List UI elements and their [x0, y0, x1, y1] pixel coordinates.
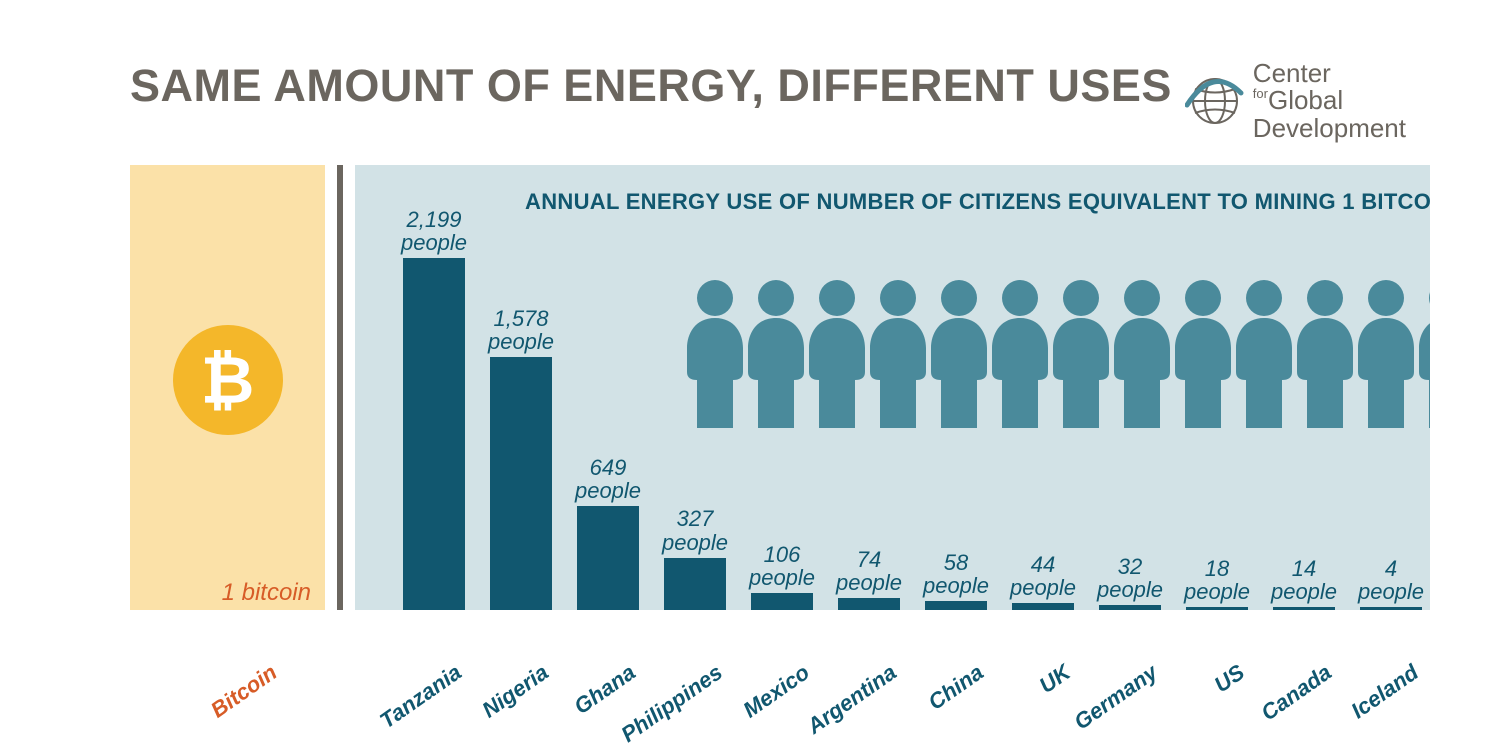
bar [1360, 607, 1422, 610]
bar-argentina: 74people [838, 548, 900, 610]
cgd-logo: Center forGlobal Development [1185, 60, 1406, 142]
bitcoin-icon: ₿ [173, 325, 283, 435]
bar [838, 598, 900, 610]
page-title: SAME AMOUNT OF ENERGY, DIFFERENT USES [130, 60, 1172, 112]
bar [664, 558, 726, 610]
globe-icon [1185, 71, 1245, 131]
bar [925, 601, 987, 610]
bar [403, 258, 465, 610]
header: SAME AMOUNT OF ENERGY, DIFFERENT USES Ce… [0, 0, 1496, 162]
panel-divider [337, 165, 343, 610]
logo-line1: Center [1253, 60, 1406, 87]
x-label-mexico: Mexico [738, 659, 814, 723]
bar-china: 58people [925, 551, 987, 610]
bar-uk: 44people [1012, 553, 1074, 610]
bar-value-label: 58people [923, 551, 989, 597]
x-axis-labels: BitcoinTanzaniaNigeriaGhanaPhilippinesMe… [130, 622, 1430, 712]
bar-value-label: 327people [662, 507, 728, 553]
chart-area: ₿ 1 bitcoin ANNUAL ENERGY USE OF NUMBER … [130, 165, 1430, 610]
bar-philippines: 327people [664, 507, 726, 610]
x-label-bitcoin: Bitcoin [206, 659, 282, 723]
bar-value-label: 18people [1184, 557, 1250, 603]
bar-value-label: 2,199people [401, 208, 467, 254]
bar-value-label: 32people [1097, 555, 1163, 601]
logo-text: Center forGlobal Development [1253, 60, 1406, 142]
x-label-ghana: Ghana [569, 659, 640, 720]
x-label-china: China [923, 659, 988, 715]
bar-iceland: 4people [1360, 557, 1422, 610]
bar-germany: 32people [1099, 555, 1161, 610]
bar-value-label: 14people [1271, 557, 1337, 603]
bars-container: 2,199people 1,578people 649people 327people… [403, 208, 1422, 610]
bitcoin-panel: ₿ 1 bitcoin [130, 165, 325, 610]
x-label-uk: UK [1035, 659, 1076, 699]
bar-value-label: 74people [836, 548, 902, 594]
x-label-nigeria: Nigeria [477, 659, 553, 723]
bar [751, 593, 813, 610]
x-label-us: US [1210, 659, 1250, 698]
bar [1012, 603, 1074, 610]
bar-tanzania: 2,199people [403, 208, 465, 610]
logo-line2: forGlobal [1253, 87, 1406, 114]
x-label-tanzania: Tanzania [375, 659, 466, 734]
bar [577, 506, 639, 610]
bar-ghana: 649people [577, 456, 639, 610]
main-panel: ANNUAL ENERGY USE OF NUMBER OF CITIZENS … [355, 165, 1430, 610]
x-label-argentina: Argentina [802, 659, 901, 739]
x-label-germany: Germany [1069, 659, 1162, 735]
x-label-canada: Canada [1256, 659, 1336, 726]
bitcoin-label: 1 bitcoin [130, 579, 311, 607]
bar [1099, 605, 1161, 610]
logo-line3: Development [1253, 115, 1406, 142]
bar-us: 18people [1186, 557, 1248, 610]
bar-value-label: 649people [575, 456, 641, 502]
x-label-iceland: Iceland [1346, 659, 1423, 724]
bar [1273, 607, 1335, 610]
bar-value-label: 4people [1358, 557, 1424, 603]
bar-mexico: 106people [751, 543, 813, 610]
bar [1186, 607, 1248, 610]
bitcoin-symbol: ₿ [201, 342, 255, 418]
bar-value-label: 44people [1010, 553, 1076, 599]
bar-value-label: 1,578people [488, 307, 554, 353]
bar-canada: 14people [1273, 557, 1335, 610]
bar-nigeria: 1,578people [490, 307, 552, 610]
bar [490, 357, 552, 610]
bar-value-label: 106people [749, 543, 815, 589]
